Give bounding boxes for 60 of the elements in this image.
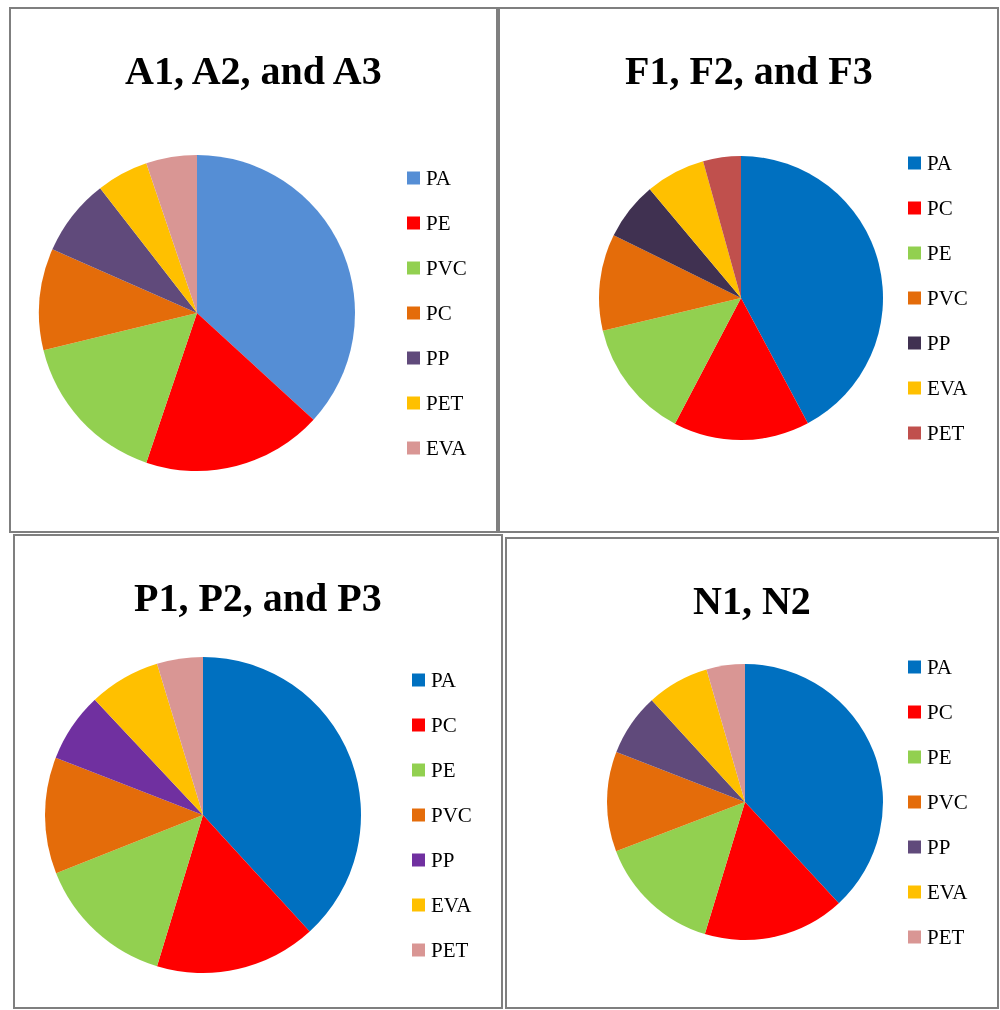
legend-label: EVA [431, 893, 473, 917]
legend-label: PET [927, 925, 965, 949]
legend-label: PA [426, 166, 452, 190]
chart-title: F1, F2, and F3 [625, 48, 873, 93]
pie-slice [157, 657, 203, 815]
legend-label: PA [431, 668, 457, 692]
pie-slice [674, 298, 808, 440]
pie-slice [704, 802, 839, 940]
pie-slice [613, 189, 741, 298]
legend-label: EVA [426, 436, 468, 460]
legend-label: PC [927, 700, 953, 724]
pie-slice [55, 699, 203, 815]
pie-slice [146, 313, 314, 471]
pie-slice [607, 752, 745, 852]
legend-label: EVA [927, 376, 969, 400]
legend-label: PE [927, 745, 952, 769]
legend-label: PP [426, 346, 450, 370]
pie-slice [52, 188, 197, 313]
pie-slice [602, 298, 741, 424]
pie-slice [146, 155, 197, 313]
pie-slice [100, 163, 197, 313]
pie-slice [203, 657, 361, 932]
legend-label: PC [927, 196, 953, 220]
pie-slice [94, 663, 203, 815]
pie-slice [616, 700, 745, 802]
legend-label: EVA [927, 880, 969, 904]
legend-label: PC [426, 301, 452, 325]
pie-slice [741, 156, 883, 424]
pie-slice [56, 815, 203, 967]
legend-label: PVC [927, 286, 968, 310]
pie-slice [706, 664, 745, 802]
legend-label: PVC [431, 803, 472, 827]
pie-slice [599, 235, 741, 331]
chart-title: N1, N2 [693, 578, 811, 623]
pie-slice [157, 815, 310, 973]
pie-slice [616, 802, 745, 935]
pie-slice [39, 249, 197, 351]
legend-label: PA [927, 655, 953, 679]
chart-title: A1, A2, and A3 [125, 48, 382, 93]
legend-label: PE [431, 758, 456, 782]
legend-label: PC [431, 713, 457, 737]
pie-slice [649, 161, 741, 298]
pie-slice [43, 313, 197, 463]
legend-label: PET [927, 421, 965, 445]
pie-slice [745, 664, 883, 904]
pie-slice [45, 757, 203, 874]
legend-label: PVC [927, 790, 968, 814]
legend-label: PP [927, 331, 951, 355]
pie-slice [703, 156, 741, 298]
legend-label: PE [426, 211, 451, 235]
legend-label: PVC [426, 256, 467, 280]
legend-label: PE [927, 241, 952, 265]
legend-label: PP [431, 848, 455, 872]
legend-label: PET [426, 391, 464, 415]
legend-label: PP [927, 835, 951, 859]
chart-title: P1, P2, and P3 [134, 575, 382, 620]
legend-label: PET [431, 938, 469, 962]
pie-slice [651, 669, 745, 802]
pie-slice [197, 155, 355, 420]
legend-label: PA [927, 151, 953, 175]
